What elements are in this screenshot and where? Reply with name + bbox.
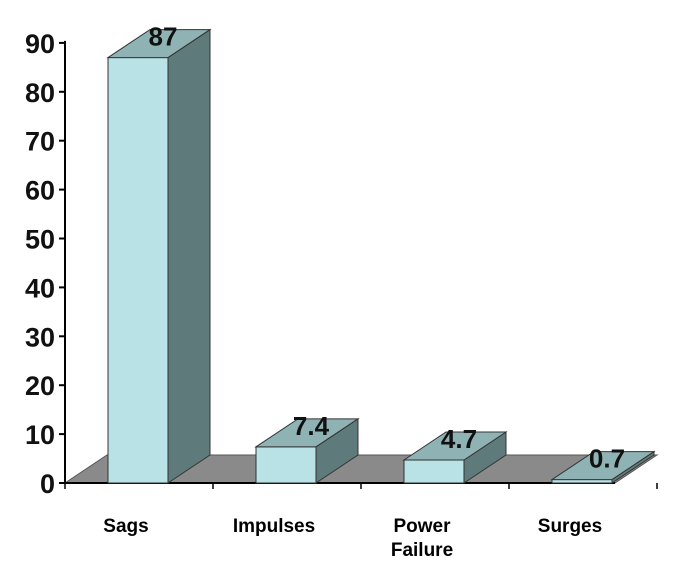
x-category-label: Sags bbox=[103, 516, 148, 537]
y-tick-label: 50 bbox=[25, 225, 55, 255]
y-tick-label: 60 bbox=[25, 176, 55, 206]
y-tick-label: 0 bbox=[40, 469, 55, 499]
x-category-label: Surges bbox=[538, 516, 602, 537]
x-category-label: Power Failure bbox=[391, 516, 453, 561]
x-category-label-line: Surges bbox=[538, 516, 602, 537]
data-label: 0.7 bbox=[589, 444, 625, 474]
y-tick-label: 20 bbox=[25, 371, 55, 401]
data-label: 4.7 bbox=[441, 424, 477, 454]
x-category-label-line: Power bbox=[393, 516, 451, 537]
bar bbox=[403, 459, 465, 484]
bar-top bbox=[402, 431, 508, 461]
x-category-label-line: Sags bbox=[103, 516, 148, 537]
y-tick-label: 70 bbox=[25, 127, 55, 157]
y-tick-label: 80 bbox=[25, 78, 55, 108]
x-category-label: Impulses bbox=[233, 516, 315, 537]
y-tick-label: 30 bbox=[25, 322, 55, 352]
bar-side bbox=[167, 28, 211, 484]
y-tick-label: 10 bbox=[25, 420, 55, 450]
y-tick-label: 40 bbox=[25, 273, 55, 303]
bar bbox=[551, 479, 613, 484]
bar-top bbox=[550, 451, 656, 481]
x-category-label-line: Impulses bbox=[233, 516, 315, 537]
x-category-label-line: Failure bbox=[391, 540, 453, 561]
data-label: 7.4 bbox=[293, 411, 330, 441]
bar bbox=[255, 446, 317, 484]
bar bbox=[107, 57, 169, 484]
bar-top bbox=[254, 418, 360, 448]
data-label: 87 bbox=[149, 22, 178, 52]
bar-top bbox=[106, 29, 212, 59]
y-tick-label: 90 bbox=[25, 29, 55, 59]
